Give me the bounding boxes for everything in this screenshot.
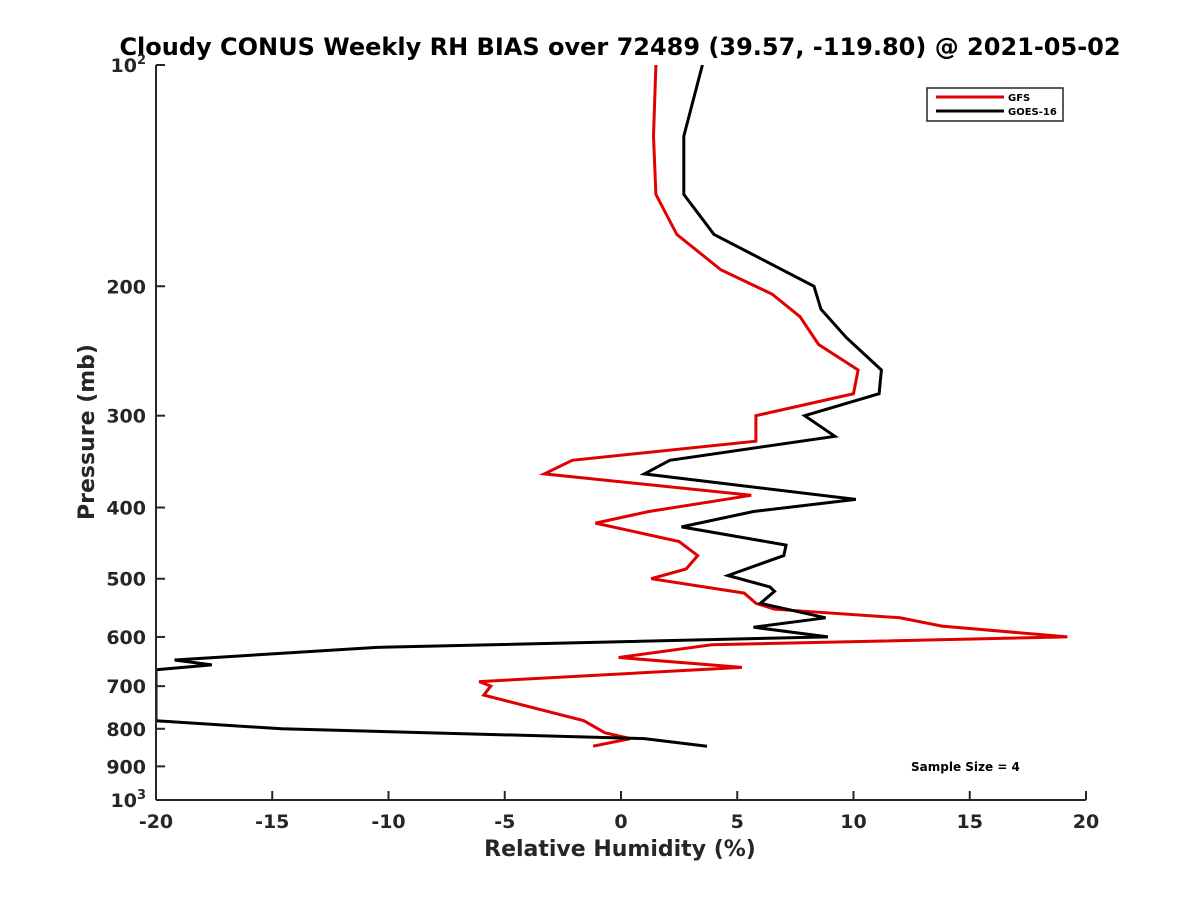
y-tick-label: 600 — [106, 627, 146, 649]
legend: GFS GOES-16 — [926, 87, 1064, 122]
x-tick-label: 20 — [1073, 811, 1099, 833]
y-tick-label: 700 — [106, 676, 146, 698]
y-tick-label: 900 — [106, 756, 146, 778]
x-tick-label: -15 — [255, 811, 289, 833]
legend-box — [926, 87, 1064, 122]
y-tick-label: 400 — [106, 498, 146, 520]
y-tick-label: 200 — [106, 276, 146, 298]
y-tick-label: 103 — [111, 788, 147, 812]
y-tick-label: 800 — [106, 719, 146, 741]
plot-area — [156, 65, 1068, 748]
x-axis-ticks: -20 -15 -10 -5 0 5 10 15 20 — [139, 791, 1099, 833]
x-tick-label: 5 — [731, 811, 744, 833]
x-tick-label: 10 — [840, 811, 866, 833]
series-line-gfs — [478, 65, 1068, 748]
y-tick-label: 500 — [106, 569, 146, 591]
y-tick-label: 102 — [111, 53, 147, 77]
x-tick-label: -20 — [139, 811, 173, 833]
x-axis-label: Relative Humidity (%) — [484, 837, 756, 862]
series-line-goes16 — [156, 65, 883, 748]
y-axis-ticks: 102 200 300 400 500 600 700 800 900 103 — [106, 53, 165, 812]
x-tick-label: -5 — [494, 811, 515, 833]
x-tick-label: 0 — [614, 811, 627, 833]
legend-label-goes16: GOES-16 — [1008, 107, 1057, 118]
y-tick-label: 300 — [106, 406, 146, 428]
legend-label-gfs: GFS — [1008, 93, 1030, 104]
x-tick-label: -10 — [371, 811, 405, 833]
x-tick-label: 15 — [957, 811, 983, 833]
sample-size-annotation: Sample Size = 4 — [911, 760, 1020, 774]
y-axis-label: Pressure (mb) — [75, 344, 100, 520]
chart-title: Cloudy CONUS Weekly RH BIAS over 72489 (… — [119, 33, 1120, 61]
